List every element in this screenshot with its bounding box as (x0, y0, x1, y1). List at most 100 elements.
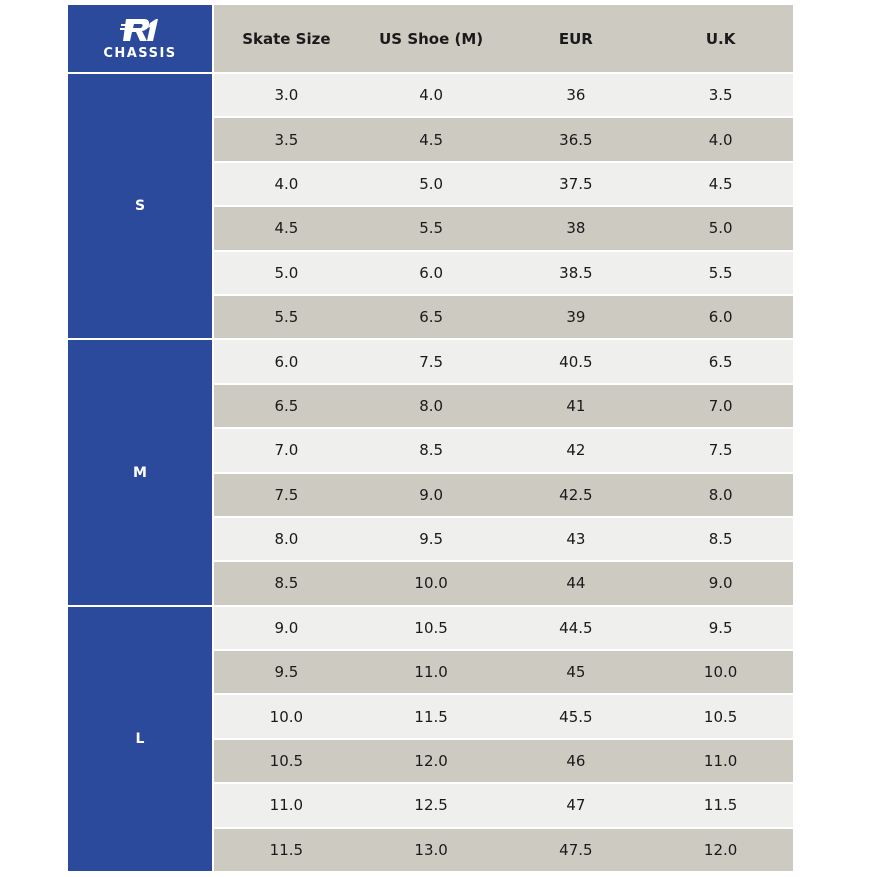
brand-logo: CHASSIS (68, 5, 214, 72)
header-eur: EUR (503, 5, 649, 72)
skate-size-cell: 8.0 (274, 530, 299, 549)
uk-cell: 5.0 (708, 219, 733, 238)
skate-size-cell: 4.5 (274, 219, 299, 238)
eur-cell: 47 (566, 796, 586, 815)
us-shoe-cell: 11.0 (414, 663, 448, 682)
table-row: 10.5 12.0 46 11.0 (214, 739, 793, 785)
uk-cell: 3.5 (708, 86, 733, 105)
eur-cell: 38.5 (559, 263, 593, 282)
uk-cell: 8.0 (708, 485, 733, 504)
table-row: 3.5 4.5 36.5 4.0 (214, 118, 793, 163)
skate-size-cell: 7.0 (274, 441, 299, 460)
uk-cell: 7.5 (708, 441, 733, 460)
eur-cell: 44 (566, 574, 586, 593)
eur-cell: 46 (566, 752, 586, 771)
table-row: 7.0 8.5 42 7.5 (214, 429, 793, 474)
eur-cell: 43 (566, 530, 586, 549)
us-shoe-cell: 10.5 (414, 618, 448, 637)
skate-size-cell: 5.5 (274, 308, 299, 327)
table-row: 11.0 12.5 47 11.5 (214, 784, 793, 829)
table-row: 5.0 6.0 38.5 5.5 (214, 251, 793, 296)
table-row: 4.0 5.0 37.5 4.5 (214, 162, 793, 208)
uk-cell: 7.0 (708, 396, 733, 415)
header-skate-size: Skate Size (214, 5, 359, 72)
eur-cell: 44.5 (559, 618, 593, 637)
uk-cell: 11.0 (703, 752, 738, 771)
skate-size-cell: 3.5 (274, 130, 299, 149)
skate-size-cell: 6.5 (274, 396, 299, 415)
size-group-l: L 9.0 10.5 44.5 9.5 9.5 11.0 45 10.0 10.0 11.5 45.5… (68, 606, 793, 872)
uk-cell: 9.0 (708, 574, 733, 593)
skate-size-cell: 11.5 (269, 840, 304, 859)
us-shoe-cell: 4.5 (419, 130, 444, 149)
skate-size-cell: 10.5 (269, 752, 304, 771)
uk-cell: 8.5 (708, 530, 733, 549)
table-row: 8.0 9.5 43 8.5 (214, 517, 793, 563)
group-label: S (68, 74, 214, 339)
table-body: S 3.0 4.0 36 3.5 3.5 4.5 36.5 4.0 4.0 5.0 37.5 4.5 4.… (68, 74, 793, 872)
table-row: 9.0 10.5 44.5 9.5 (214, 606, 793, 652)
eur-cell: 40.5 (559, 352, 593, 371)
size-group-s: S 3.0 4.0 36 3.5 3.5 4.5 36.5 4.0 4.0 5.0 37.5 4.5 4.… (68, 74, 793, 341)
us-shoe-cell: 5.5 (419, 219, 444, 238)
size-chart-table: CHASSIS Skate Size US Shoe (M) EUR U.K S… (68, 5, 793, 872)
us-shoe-cell: 9.0 (419, 485, 444, 504)
uk-cell: 9.5 (708, 618, 733, 637)
us-shoe-cell: 6.5 (419, 308, 444, 327)
uk-cell: 5.5 (708, 263, 733, 282)
group-rows: 6.0 7.5 40.5 6.5 6.5 8.0 41 7.0 7.0 8.5 42 7.5 7.5 9.… (214, 340, 793, 605)
us-shoe-cell: 8.0 (419, 396, 444, 415)
skate-size-cell: 9.0 (274, 618, 299, 637)
uk-cell: 12.0 (703, 840, 738, 859)
table-header: CHASSIS Skate Size US Shoe (M) EUR U.K (68, 5, 793, 74)
logo-text: CHASSIS (103, 45, 177, 61)
us-shoe-cell: 4.0 (419, 86, 444, 105)
us-shoe-cell: 12.0 (414, 752, 448, 771)
group-rows: 3.0 4.0 36 3.5 3.5 4.5 36.5 4.0 4.0 5.0 37.5 4.5 4.5… (214, 74, 793, 339)
uk-cell: 10.5 (703, 707, 738, 726)
skate-size-cell: 4.0 (274, 174, 299, 193)
eur-cell: 45.5 (559, 707, 593, 726)
table-row: 9.5 11.0 45 10.0 (214, 651, 793, 696)
group-rows: 9.0 10.5 44.5 9.5 9.5 11.0 45 10.0 10.0 11.5 45.5 1… (214, 606, 793, 872)
eur-cell: 45 (566, 663, 586, 682)
eur-cell: 47.5 (559, 840, 593, 859)
skate-size-cell: 3.0 (274, 86, 299, 105)
uk-cell: 10.0 (703, 663, 738, 682)
eur-cell: 41 (566, 396, 586, 415)
size-group-m: M 6.0 7.5 40.5 6.5 6.5 8.0 41 7.0 7.0 8.5 42 7.5 7.5 9… (68, 340, 793, 607)
table-row: 6.0 7.5 40.5 6.5 (214, 340, 793, 385)
uk-cell: 4.5 (708, 174, 733, 193)
table-row: 6.5 8.0 41 7.0 (214, 384, 793, 430)
r1-logo-icon (120, 18, 158, 41)
us-shoe-cell: 13.0 (414, 840, 448, 859)
eur-cell: 36.5 (559, 130, 593, 149)
uk-cell: 11.5 (703, 796, 738, 815)
header-uk: U.K (648, 5, 793, 72)
us-shoe-cell: 7.5 (419, 352, 444, 371)
uk-cell: 4.0 (708, 130, 733, 149)
table-row: 11.5 13.0 47.5 12.0 (214, 828, 793, 872)
uk-cell: 6.5 (708, 352, 733, 371)
table-row: 10.0 11.5 45.5 10.5 (214, 695, 793, 740)
us-shoe-cell: 12.5 (414, 796, 448, 815)
eur-cell: 42.5 (559, 485, 593, 504)
header-us-shoe: US Shoe (M) (358, 5, 504, 72)
table-row: 3.0 4.0 36 3.5 (214, 74, 793, 119)
table-row: 8.5 10.0 44 9.0 (214, 562, 793, 605)
uk-cell: 6.0 (708, 308, 733, 327)
table-row: 5.5 6.5 39 6.0 (214, 295, 793, 339)
eur-cell: 36 (566, 86, 586, 105)
group-label: M (68, 340, 214, 605)
eur-cell: 39 (566, 308, 586, 327)
us-shoe-cell: 8.5 (419, 441, 444, 460)
us-shoe-cell: 9.5 (419, 530, 444, 549)
us-shoe-cell: 10.0 (414, 574, 448, 593)
us-shoe-cell: 11.5 (414, 707, 448, 726)
eur-cell: 42 (566, 441, 586, 460)
us-shoe-cell: 6.0 (419, 263, 444, 282)
eur-cell: 38 (566, 219, 586, 238)
us-shoe-cell: 5.0 (419, 174, 444, 193)
skate-size-cell: 9.5 (274, 663, 299, 682)
skate-size-cell: 10.0 (269, 707, 304, 726)
